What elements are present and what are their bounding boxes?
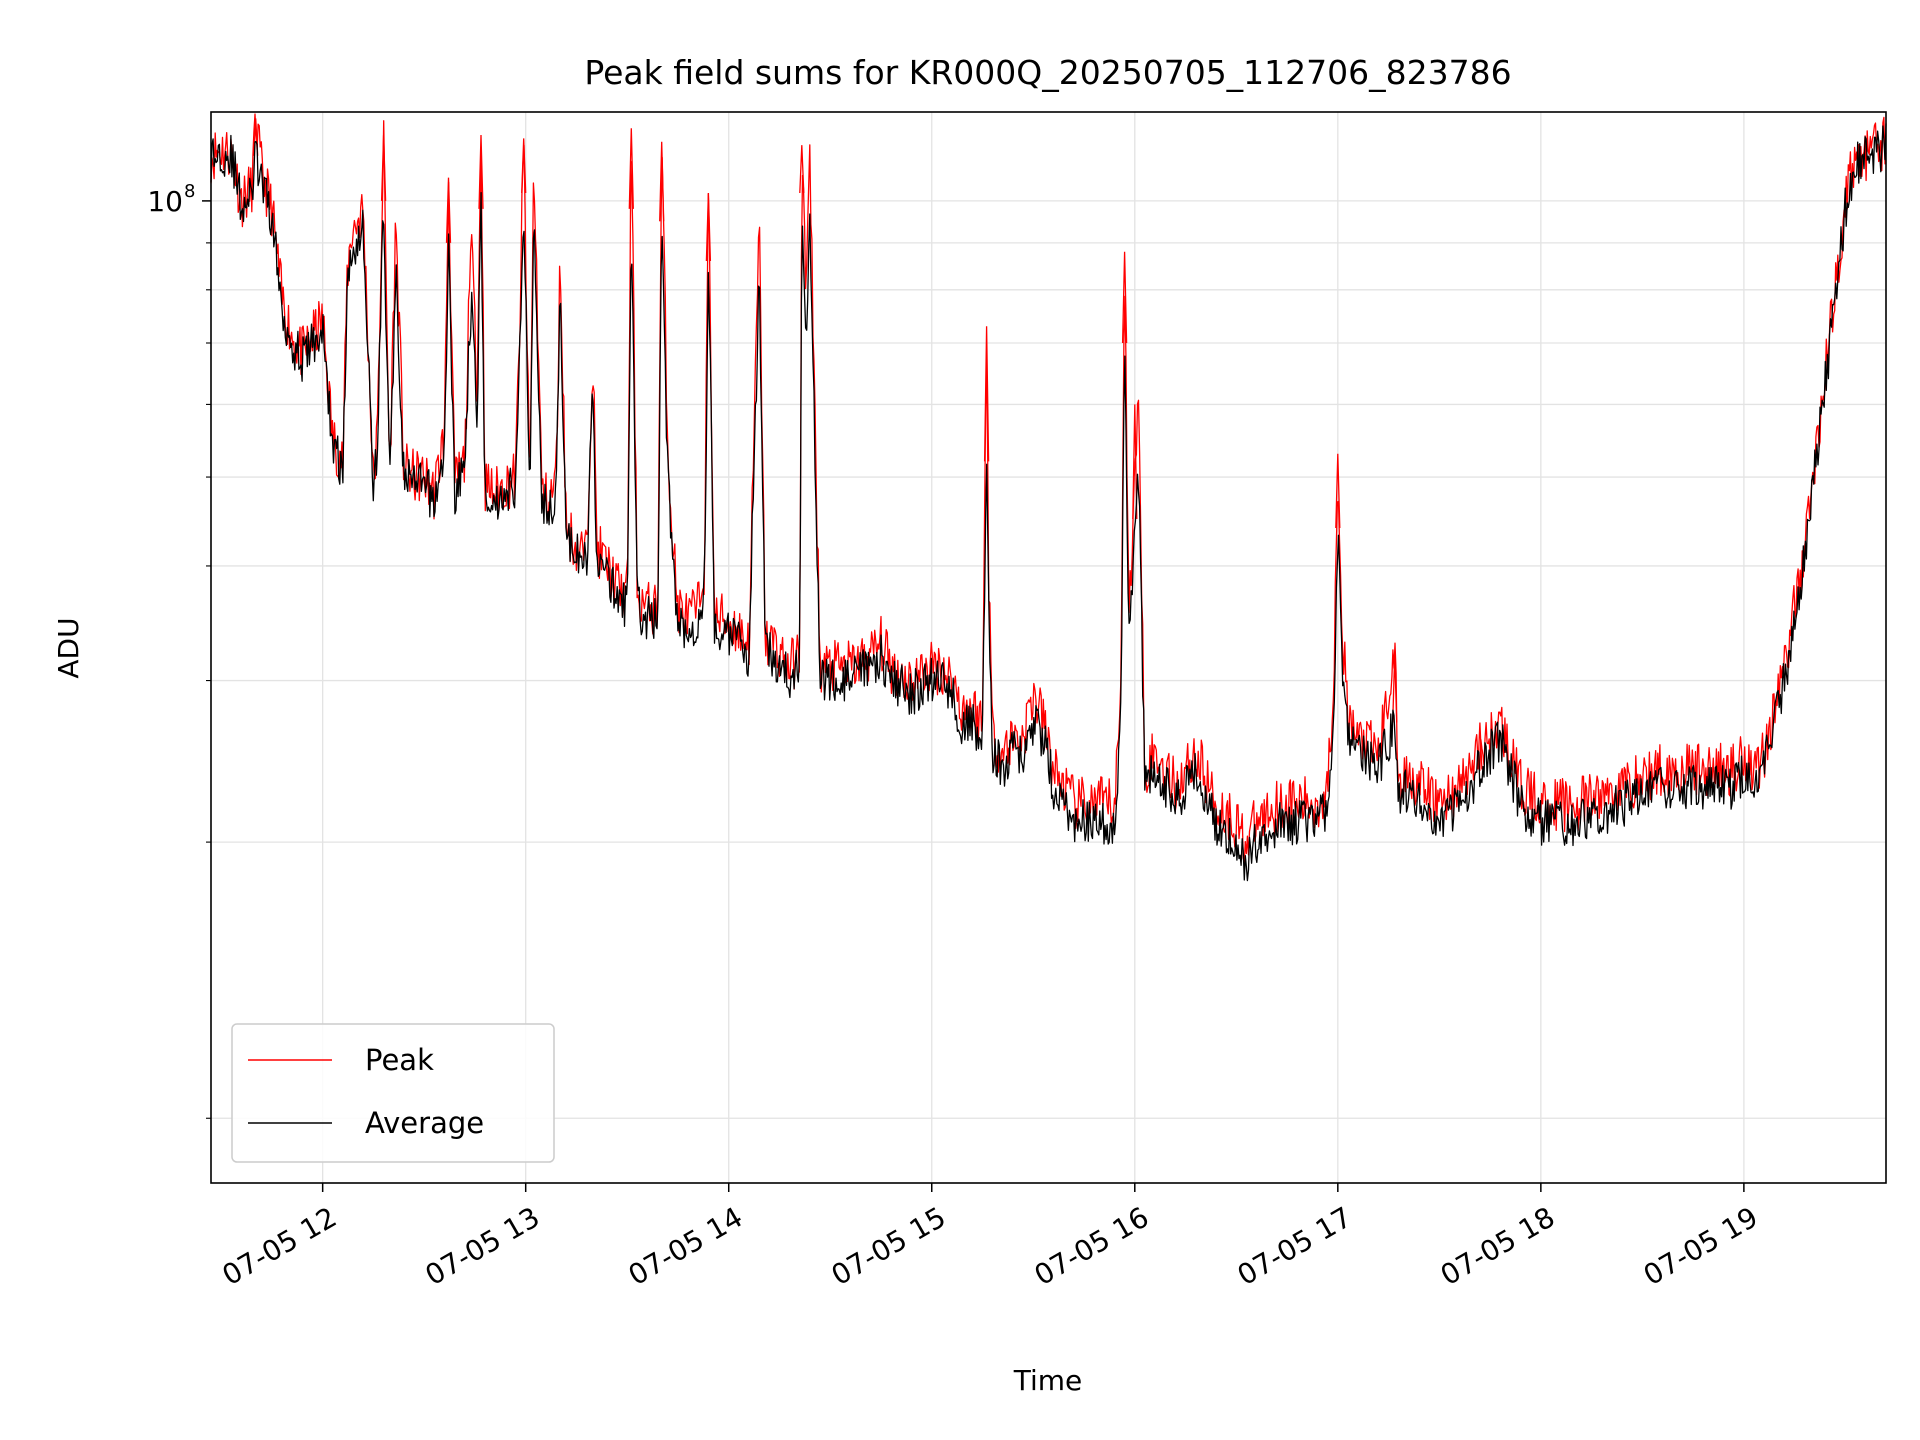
peak-spike xyxy=(1132,404,1138,520)
peak-spike xyxy=(478,134,484,209)
chart-title: Peak field sums for KR000Q_20250705_1127… xyxy=(584,53,1511,92)
average-series xyxy=(210,123,1887,882)
legend-label-peak: Peak xyxy=(365,1043,434,1077)
peak-spike xyxy=(521,138,527,194)
peak-spike xyxy=(445,177,452,243)
legend: Peak Average xyxy=(231,1023,555,1163)
legend-box xyxy=(231,1023,555,1163)
peak-spike xyxy=(1392,654,1398,723)
peak-spike xyxy=(799,145,805,194)
y-axis-label: ADU xyxy=(52,617,85,678)
peak-series-line xyxy=(210,113,1887,864)
average-series-line xyxy=(210,123,1887,882)
plot-frame xyxy=(210,111,1887,1184)
y-tick-label-exponent: 8 xyxy=(184,181,195,202)
peak-spike xyxy=(705,192,712,262)
x-axis-label: Time xyxy=(1013,1364,1083,1397)
peak-spike xyxy=(1121,251,1128,344)
legend-label-average: Average xyxy=(365,1106,484,1140)
peak-spike xyxy=(659,141,665,222)
peak-spike xyxy=(983,326,990,462)
peak-spike xyxy=(380,134,387,201)
y-tick-label: 10 xyxy=(147,185,183,218)
peak-spike xyxy=(628,128,634,209)
peak-spike xyxy=(1335,453,1341,529)
